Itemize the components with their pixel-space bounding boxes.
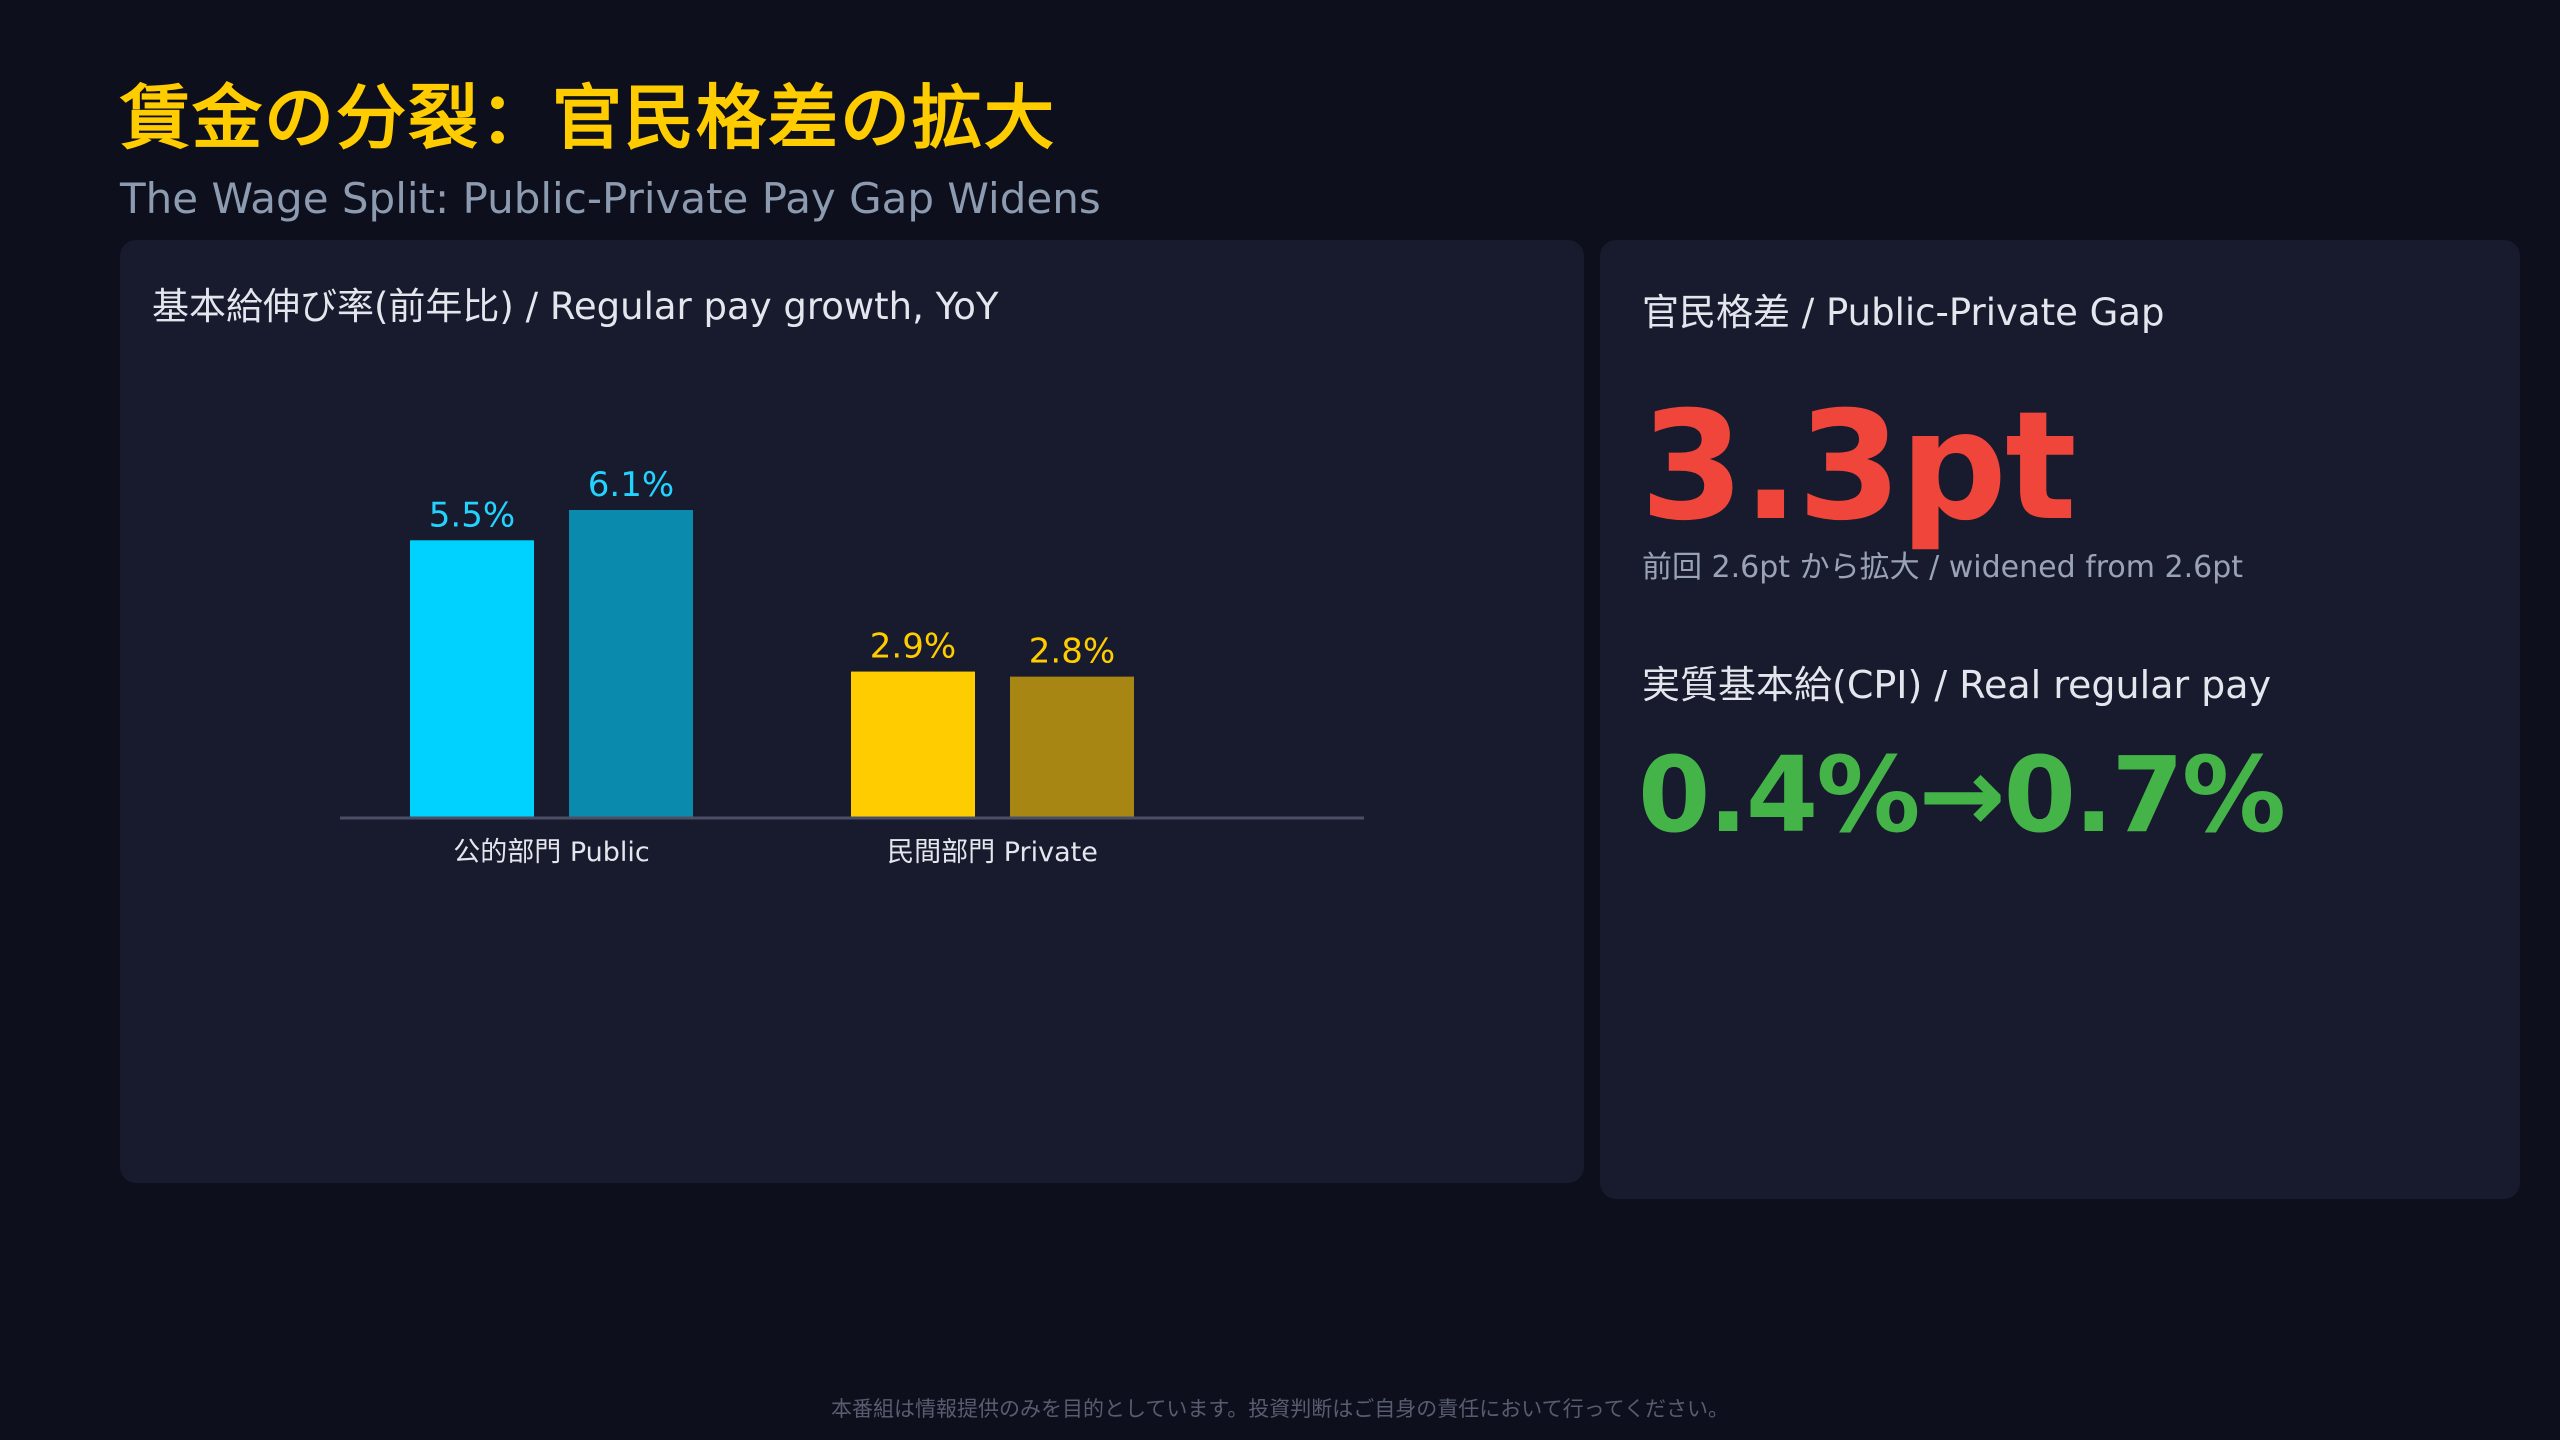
category-label-2: 民間部門 Private — [887, 837, 1098, 868]
page-title: 賃金の分裂：官民格差の拡大 — [120, 77, 1056, 159]
bar-value-label-2: 6.1% — [588, 465, 674, 505]
chart-panel: 基本給伸び率(前年比) / Regular pay growth, YoY 5.… — [120, 240, 1584, 1183]
bar-chart: 5.5% 6.1% 2.9% 2.8% 公的部門 Public 民間部門 Private — [340, 465, 1364, 868]
gap-value: 3.3pt — [1640, 380, 2077, 554]
real-pay-title: 実質基本給(CPI) / Real regular pay — [1642, 663, 2272, 707]
page-subtitle: The Wage Split: Public-Private Pay Gap W… — [120, 174, 1101, 223]
bar-1 — [410, 540, 534, 818]
summary-panel: 官民格差 / Public-Private Gap 3.3pt 前回 2.6pt… — [1600, 240, 2520, 1199]
category-label-1: 公的部門 Public — [453, 837, 650, 868]
gap-title: 官民格差 / Public-Private Gap — [1642, 291, 2165, 334]
gap-note: 前回 2.6pt から拡大 / widened from 2.6pt — [1642, 550, 2244, 585]
bar-value-label-1: 5.5% — [429, 495, 515, 535]
bar-value-label-4: 2.8% — [1029, 632, 1115, 672]
bar-4 — [1010, 676, 1134, 818]
bar-3 — [851, 671, 975, 818]
chart-title: 基本給伸び率(前年比) / Regular pay growth, YoY — [152, 285, 999, 328]
disclaimer: 本番組は情報提供のみを目的としています。投資判断はご自身の責任において行ってくだ… — [831, 1397, 1729, 1421]
bar-2 — [569, 510, 693, 818]
real-pay-value: 0.4%→0.7% — [1638, 734, 2286, 856]
bar-value-label-3: 2.9% — [870, 627, 956, 667]
